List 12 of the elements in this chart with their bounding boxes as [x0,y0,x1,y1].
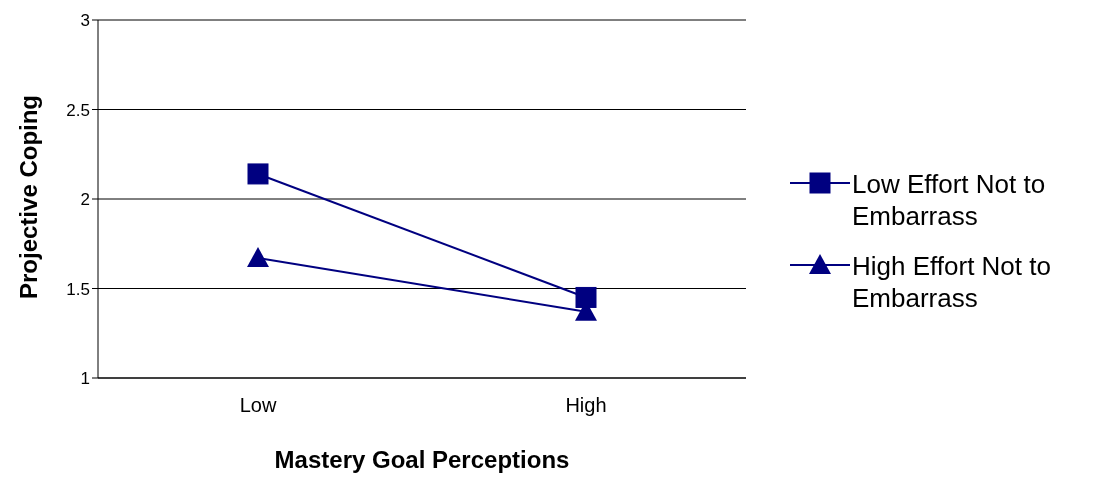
point [247,163,269,185]
y-tick-label: 1.5 [66,279,90,299]
y-tick-label: 3 [80,11,90,31]
legend-label: Low Effort Not to Embarrass [852,168,1047,232]
y-axis-title: Projective Coping [14,94,42,299]
x-axis-title: Mastery Goal Perceptions [274,446,570,473]
legend-label: High Effort Not to Embarrass [852,250,1052,314]
y-tick-label: 2 [80,190,90,210]
x-tick-label: High [565,394,607,417]
y-tick-label: 1 [80,369,90,389]
y-tick-label: 2.5 [66,100,90,120]
x-tick-label: Low [239,394,277,417]
